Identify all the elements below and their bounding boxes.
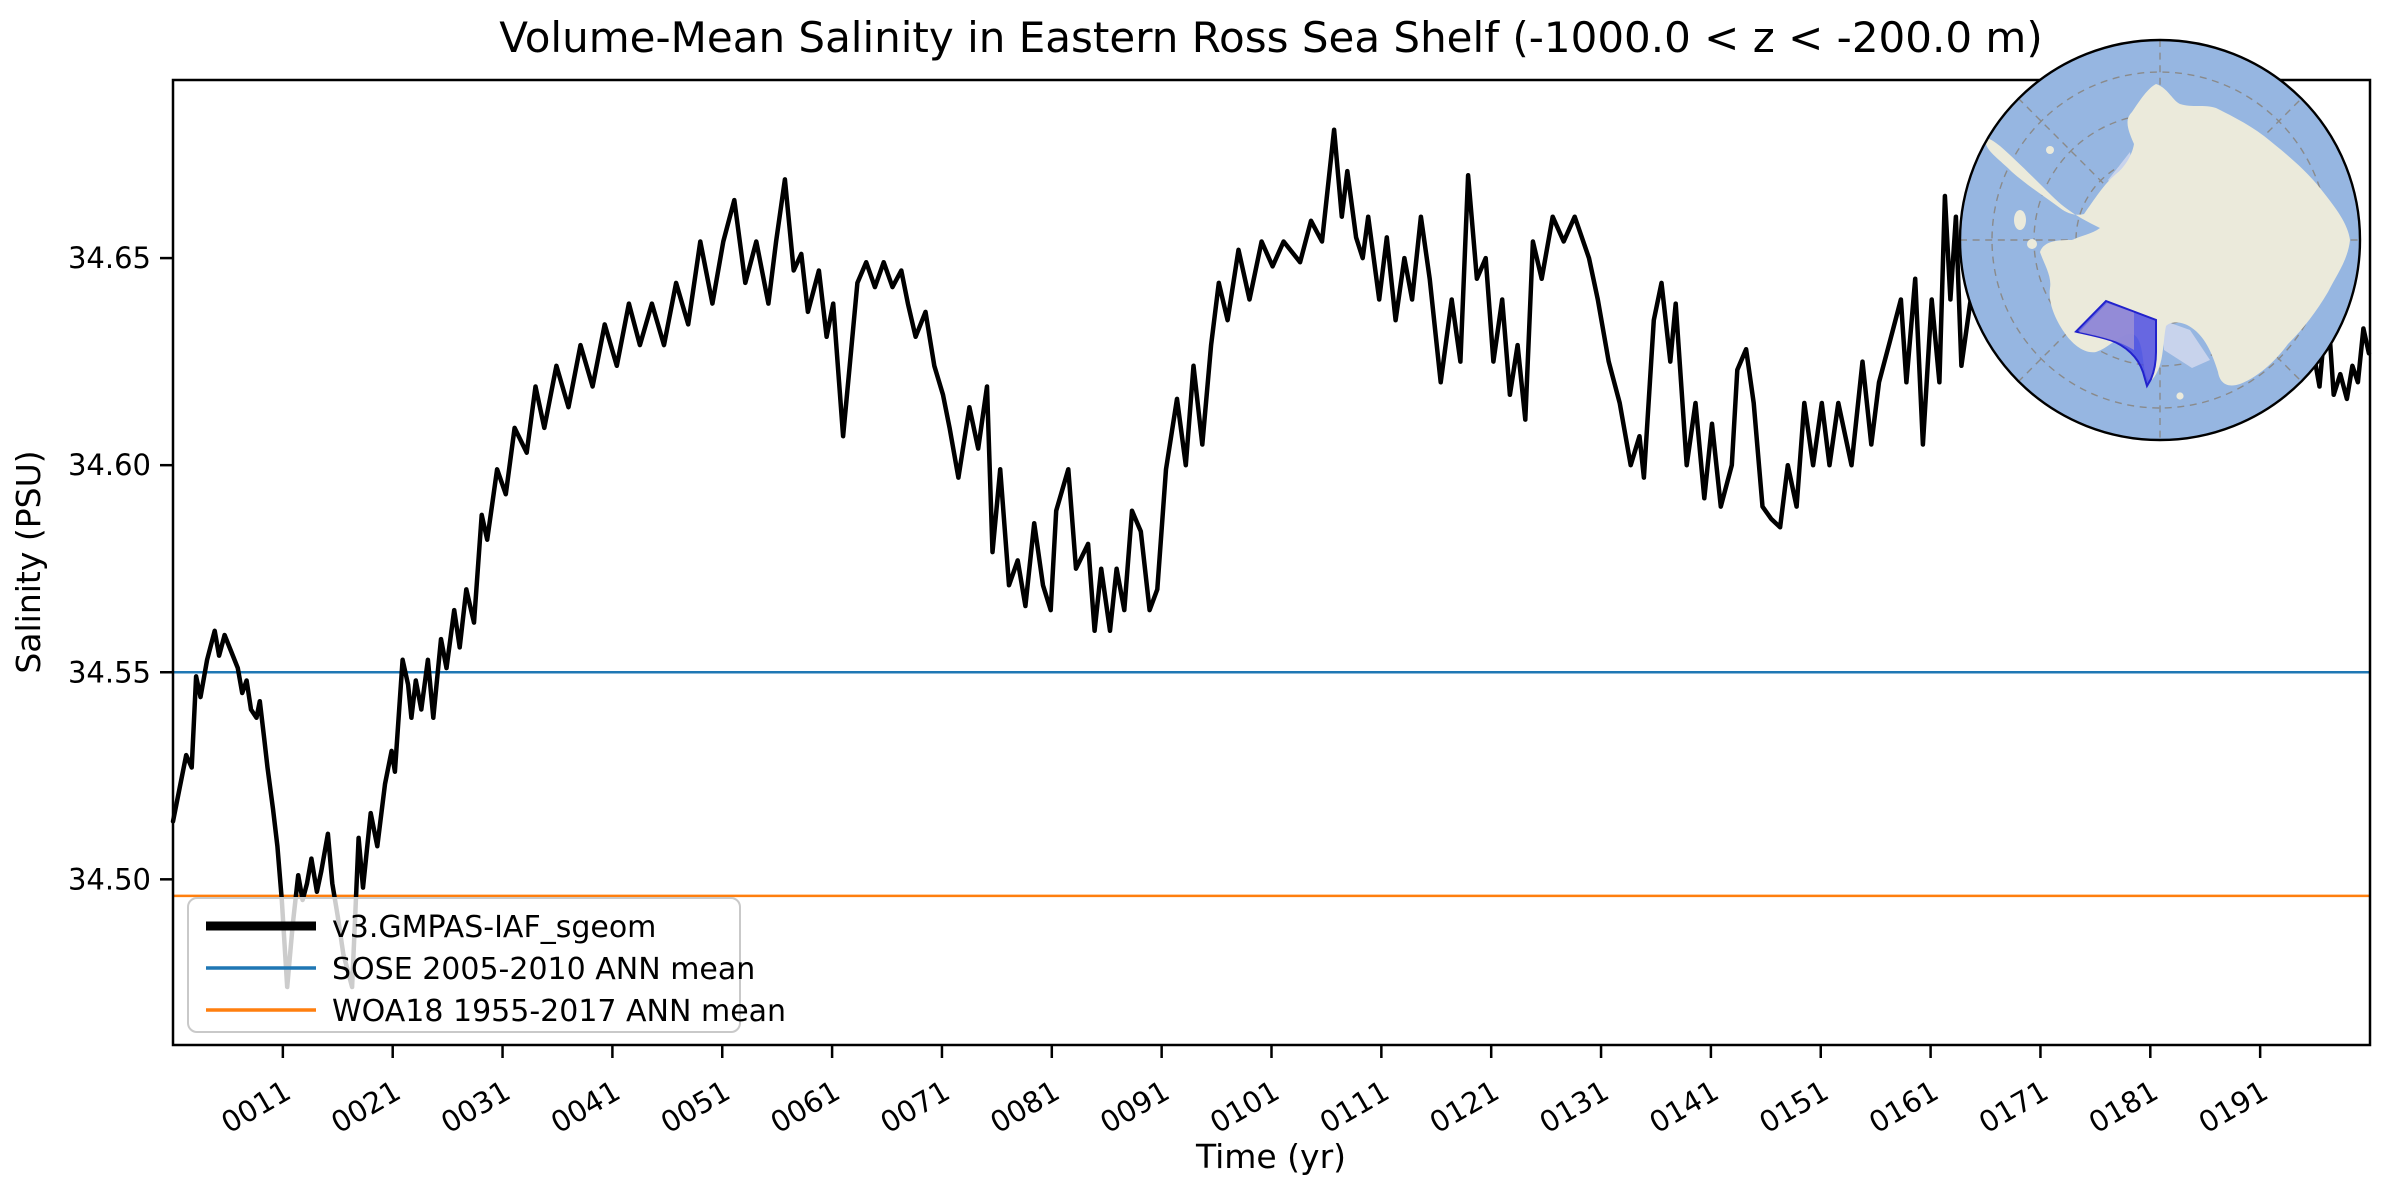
- x-tick-label: 0161: [1863, 1074, 1944, 1140]
- x-tick-label: 0121: [1424, 1074, 1505, 1140]
- page-title: Volume-Mean Salinity in Eastern Ross Sea…: [499, 13, 2042, 62]
- x-tick-label: 0101: [1204, 1074, 1285, 1140]
- map-ice-shelf-ross: [2162, 320, 2210, 368]
- x-tick-label: 0051: [655, 1074, 736, 1140]
- y-tick-label: 34.65: [68, 241, 151, 275]
- x-tick-label: 0081: [984, 1074, 1065, 1140]
- y-tick-label: 34.50: [68, 862, 151, 896]
- salinity-series-line: [170, 127, 2372, 990]
- legend-box: [187, 897, 741, 1033]
- legend: v3.GMPAS-IAF_sgeom SOSE 2005-2010 ANN me…: [187, 897, 786, 1033]
- map-border: [1958, 38, 2362, 442]
- legend-label-woa18: WOA18 1955-2017 ANN mean: [332, 994, 786, 1029]
- y-tick-label: 34.55: [68, 655, 151, 689]
- y-tick-label: 34.60: [68, 448, 151, 482]
- y-axis-ticks: 34.65 34.60 34.55 34.50: [68, 241, 173, 896]
- x-tick-label: 0061: [765, 1074, 846, 1140]
- x-axis-label: Time (yr): [1195, 1137, 1346, 1176]
- inset-map: [1958, 38, 2362, 442]
- x-tick-label: 0041: [545, 1074, 626, 1140]
- x-tick-label: 0031: [435, 1074, 516, 1140]
- map-island-2: [2027, 239, 2037, 249]
- map-island-4: [2176, 392, 2184, 400]
- x-tick-label: 0191: [2193, 1074, 2274, 1140]
- x-tick-label: 0171: [1973, 1074, 2054, 1140]
- map-region-highlight-light: [2079, 303, 2134, 350]
- map-island-1: [2014, 210, 2026, 230]
- x-tick-label: 0111: [1314, 1074, 1395, 1140]
- x-tick-label: 0091: [1094, 1074, 1175, 1140]
- x-tick-label: 0011: [215, 1074, 296, 1140]
- x-tick-label: 0021: [325, 1074, 406, 1140]
- x-axis-ticks: 0011 0021 0031 0041 0051 0061 0071 0081 0091 0101…: [215, 1045, 2274, 1140]
- x-tick-label: 0141: [1643, 1074, 1724, 1140]
- legend-label-sose: SOSE 2005-2010 ANN mean: [332, 952, 755, 987]
- x-tick-label: 0131: [1534, 1074, 1615, 1140]
- x-tick-label: 0181: [2083, 1074, 2164, 1140]
- y-axis-label: Salinity (PSU): [9, 450, 48, 673]
- map-land: [1985, 84, 2350, 386]
- x-tick-label: 0071: [875, 1074, 956, 1140]
- legend-label-model: v3.GMPAS-IAF_sgeom: [332, 910, 656, 945]
- map-island-3: [2046, 146, 2054, 154]
- x-tick-label: 0151: [1753, 1074, 1834, 1140]
